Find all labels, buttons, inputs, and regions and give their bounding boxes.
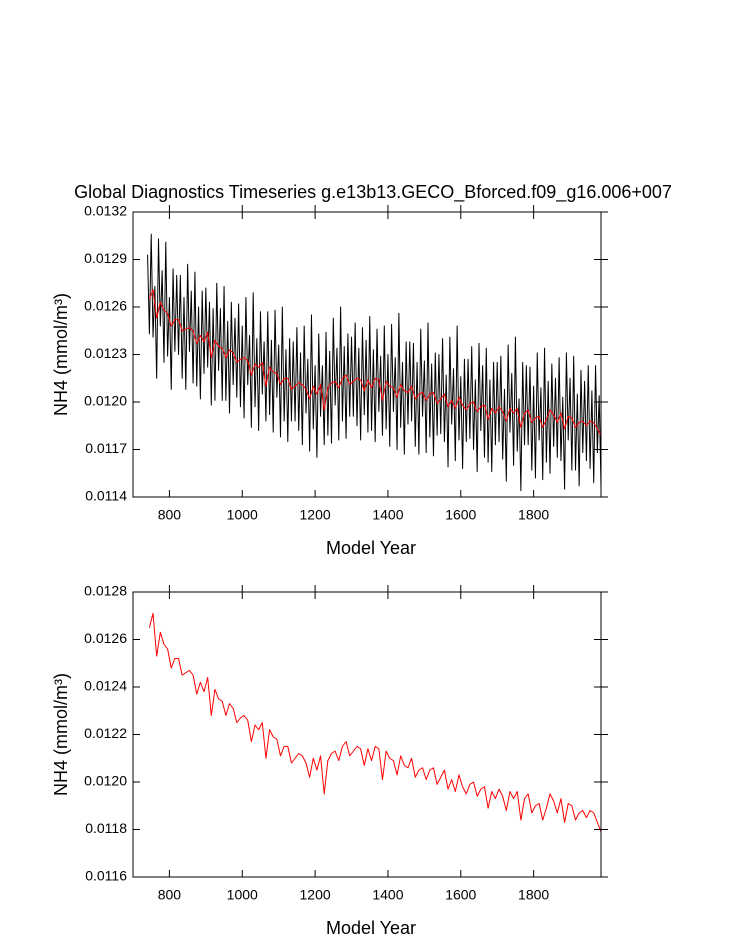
x-tick-label: 1600: [445, 887, 476, 903]
chart-title: Global Diagnostics Timeseries g.e13b13.G…: [74, 182, 672, 203]
panel: 800 1000 1200 1400 1600 1800 0.0116 0.0118 0.012…: [51, 583, 608, 938]
y-axis-label: NH4 (mmol/m³): [51, 673, 71, 796]
x-tick-label: 800: [158, 507, 182, 523]
x-tick-label: 1000: [227, 887, 258, 903]
y-tick-label: 0.0120: [84, 773, 127, 789]
data-line: [148, 612, 602, 833]
plot-frame: [132, 591, 602, 878]
x-tick-label: 1400: [372, 507, 403, 523]
y-tick-label: 0.0122: [84, 725, 127, 741]
data-line: [148, 289, 602, 436]
y-tick-label: 0.0126: [84, 630, 127, 646]
y-tick-label: 0.0118: [85, 820, 127, 836]
x-axis-label: Model Year: [326, 918, 416, 938]
y-tick-label: 0.0116: [85, 868, 127, 884]
y-tick-label: 0.0124: [84, 678, 127, 694]
y-tick-label: 0.0128: [84, 583, 127, 599]
x-tick-label: 1800: [518, 507, 549, 523]
y-tick-label: 0.0114: [85, 488, 127, 504]
data-line: [147, 233, 602, 492]
x-tick-label: 800: [158, 887, 182, 903]
y-tick-label: 0.0120: [84, 393, 127, 409]
x-tick-label: 1600: [445, 507, 476, 523]
x-tick-label: 1000: [227, 507, 258, 523]
x-tick-label: 1400: [372, 887, 403, 903]
x-tick-label: 1800: [518, 887, 549, 903]
y-axis-label: NH4 (mmol/m³): [51, 293, 71, 416]
panel: 800 1000 1200 1400 1600 1800 0.0114 0.0117 0.012…: [51, 182, 672, 558]
y-tick-label: 0.0117: [85, 440, 127, 456]
y-tick-label: 0.0129: [84, 250, 127, 266]
x-tick-label: 1200: [300, 887, 331, 903]
y-tick-label: 0.0132: [84, 203, 127, 219]
y-tick-label: 0.0123: [84, 345, 127, 361]
y-tick-label: 0.0126: [84, 298, 127, 314]
x-tick-label: 1200: [300, 507, 331, 523]
x-axis-label: Model Year: [326, 538, 416, 558]
